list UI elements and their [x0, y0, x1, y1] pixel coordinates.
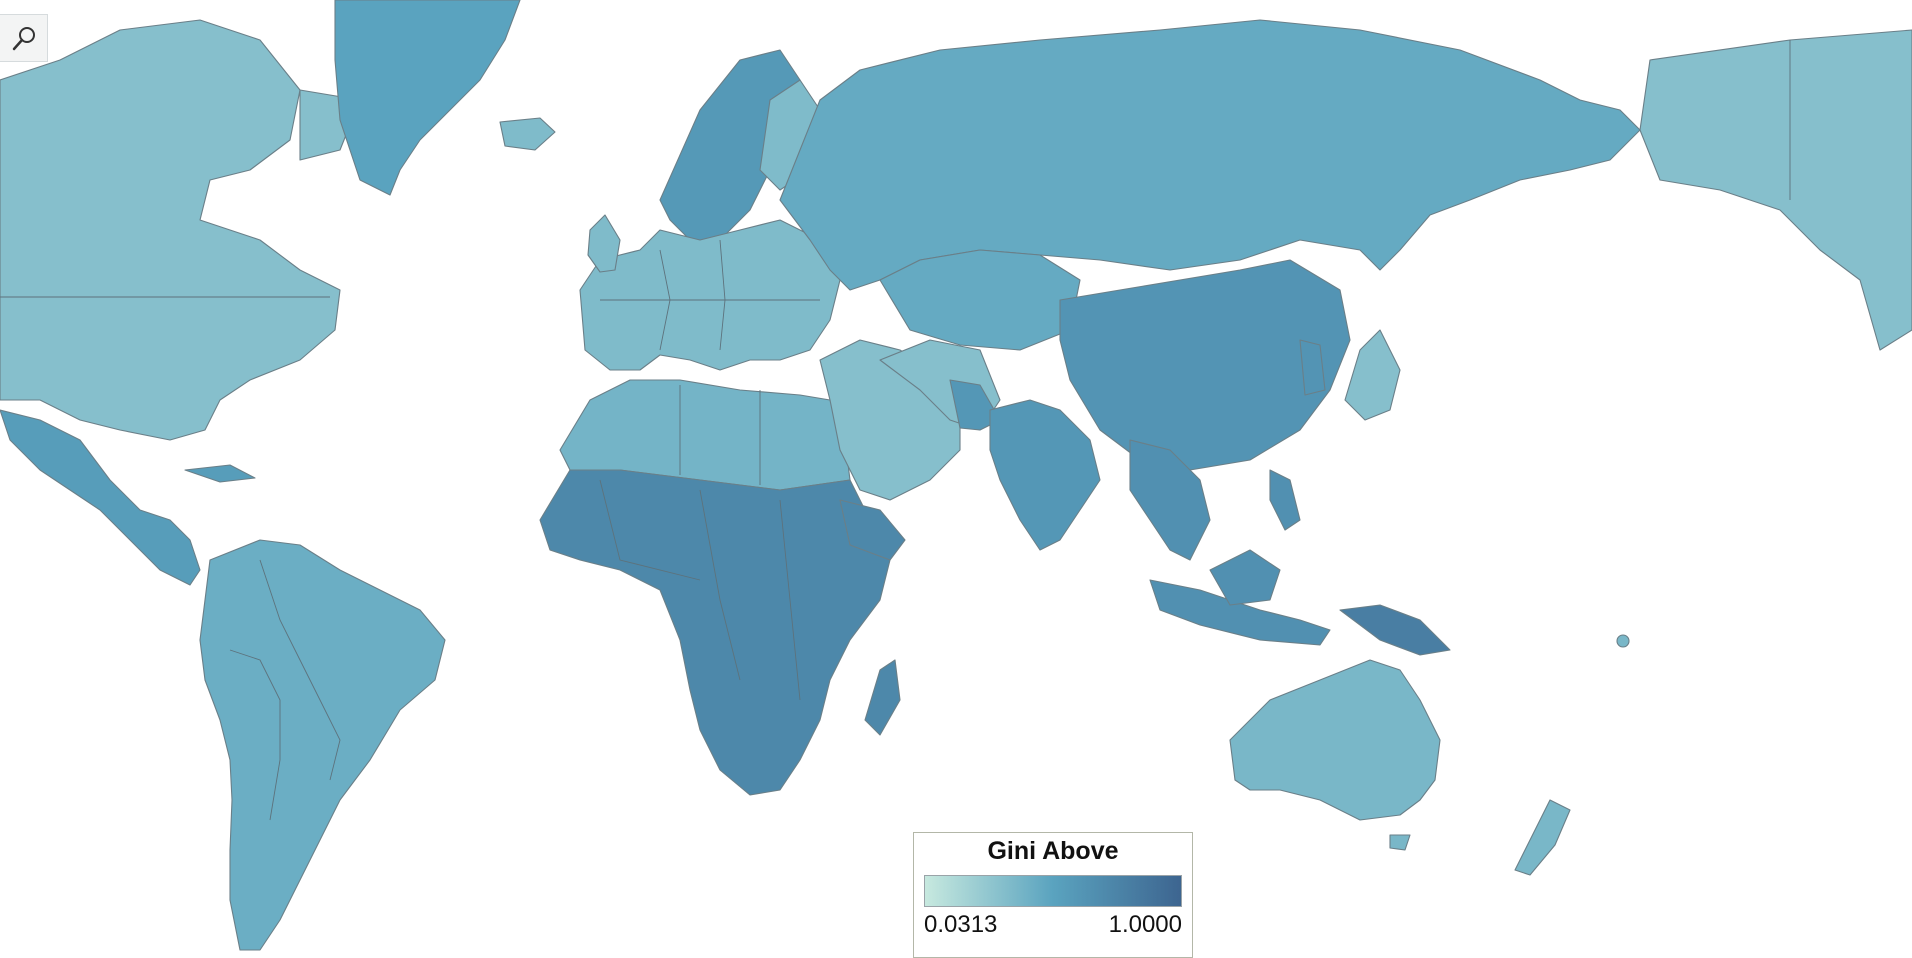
region-uk[interactable]	[587, 214, 621, 273]
legend-title: Gini Above	[987, 837, 1119, 865]
region-australia[interactable]	[1229, 659, 1441, 821]
region-russia[interactable]	[779, 19, 1641, 291]
region-caribbean[interactable]	[184, 464, 256, 483]
region-south-asia[interactable]	[989, 399, 1101, 551]
region-east-asia[interactable]	[1059, 259, 1351, 471]
legend-max-label: 1.0000	[1108, 911, 1182, 938]
border-africa-2	[699, 489, 741, 681]
region-sub-saharan-africa[interactable]	[539, 469, 891, 796]
legend-gradient-bar	[924, 875, 1182, 907]
border-brazil	[259, 559, 341, 781]
region-south-america[interactable]	[199, 539, 446, 951]
region-horn-of-africa[interactable]	[839, 499, 906, 561]
region-tasmania[interactable]	[1389, 834, 1411, 851]
region-pacific-island[interactable]	[1616, 634, 1630, 648]
region-new-guinea[interactable]	[1339, 604, 1451, 656]
region-philippines[interactable]	[1269, 469, 1301, 531]
region-north-america[interactable]	[0, 19, 341, 441]
map-search-button[interactable]	[0, 14, 48, 62]
magnifier-icon	[12, 27, 35, 51]
region-new-zealand[interactable]	[1514, 799, 1571, 876]
region-korea[interactable]	[1299, 339, 1326, 396]
region-madagascar[interactable]	[864, 659, 901, 736]
legend-min-label: 0.0313	[924, 911, 998, 938]
color-legend: Gini Above 0.0313 1.0000	[913, 832, 1193, 958]
region-borneo[interactable]	[1209, 549, 1281, 606]
region-iceland[interactable]	[499, 117, 556, 151]
region-southeast-asia[interactable]	[1129, 439, 1211, 561]
region-japan[interactable]	[1344, 329, 1401, 421]
region-central-asia[interactable]	[879, 249, 1081, 351]
region-central-america[interactable]	[0, 409, 201, 586]
border-africa-3	[779, 499, 801, 701]
region-greenland[interactable]	[334, 0, 521, 196]
border-africa-1	[599, 479, 701, 581]
border-andes	[229, 649, 281, 821]
region-alaska[interactable]	[1639, 29, 1912, 351]
region-europe[interactable]	[579, 219, 841, 371]
